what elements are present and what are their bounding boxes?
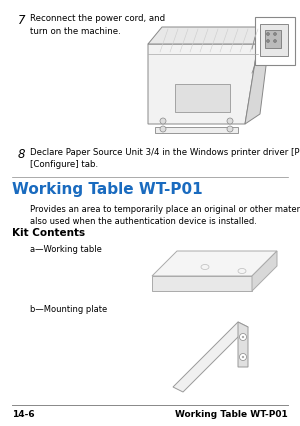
Text: Provides an area to temporarily place an original or other materials. This is
al: Provides an area to temporarily place an…: [30, 204, 300, 226]
Bar: [255, 18, 295, 66]
Text: a—Working table: a—Working table: [30, 245, 102, 253]
Text: b—Mounting plate: b—Mounting plate: [30, 304, 107, 313]
Circle shape: [242, 356, 244, 358]
Text: Reconnect the power cord, and
turn on the machine.: Reconnect the power cord, and turn on th…: [30, 14, 165, 35]
Circle shape: [160, 127, 166, 132]
Circle shape: [274, 33, 277, 36]
Bar: [260, 25, 288, 57]
Text: 14-6: 14-6: [12, 409, 34, 418]
Text: 8: 8: [18, 148, 26, 161]
Text: 7: 7: [18, 14, 26, 27]
Bar: [175, 85, 230, 113]
Circle shape: [274, 40, 277, 43]
Circle shape: [227, 127, 233, 132]
Polygon shape: [173, 322, 248, 392]
Circle shape: [266, 33, 269, 36]
Text: Declare Paper Source Unit 3/4 in the Windows printer driver [Properties]/
[Confi: Declare Paper Source Unit 3/4 in the Win…: [30, 148, 300, 169]
Circle shape: [227, 119, 233, 125]
Text: Working Table WT-P01: Working Table WT-P01: [175, 409, 288, 418]
Circle shape: [266, 40, 269, 43]
Polygon shape: [155, 128, 238, 134]
Polygon shape: [245, 35, 270, 125]
Circle shape: [239, 334, 247, 341]
Text: Kit Contents: Kit Contents: [12, 227, 85, 237]
Text: Working Table WT-P01: Working Table WT-P01: [12, 181, 202, 196]
Polygon shape: [252, 251, 277, 291]
Polygon shape: [238, 322, 248, 367]
Circle shape: [239, 354, 247, 361]
Circle shape: [160, 119, 166, 125]
Polygon shape: [148, 45, 258, 125]
Polygon shape: [152, 251, 277, 276]
Bar: [265, 31, 281, 49]
Polygon shape: [152, 276, 252, 291]
Circle shape: [242, 336, 244, 338]
Polygon shape: [148, 28, 268, 45]
